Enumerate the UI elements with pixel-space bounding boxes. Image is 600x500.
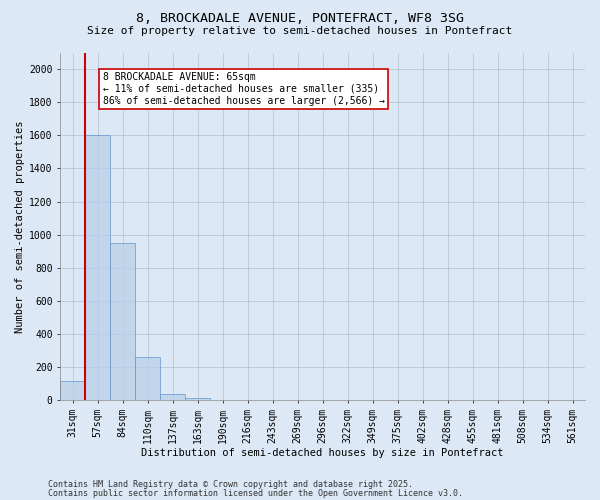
Bar (135, 358, 160, 401)
Text: Contains HM Land Registry data © Crown copyright and database right 2025.: Contains HM Land Registry data © Crown c… (48, 480, 413, 489)
Bar (61, 382, 85, 400)
Text: 8 BROCKADALE AVENUE: 65sqm
← 11% of semi-detached houses are smaller (335)
86% o: 8 BROCKADALE AVENUE: 65sqm ← 11% of semi… (103, 72, 385, 106)
Bar (160, 394, 185, 400)
Y-axis label: Number of semi-detached properties: Number of semi-detached properties (15, 120, 25, 332)
Text: Contains public sector information licensed under the Open Government Licence v3: Contains public sector information licen… (48, 488, 463, 498)
Text: 8, BROCKADALE AVENUE, PONTEFRACT, WF8 3SG: 8, BROCKADALE AVENUE, PONTEFRACT, WF8 3S… (136, 12, 464, 26)
Text: Size of property relative to semi-detached houses in Pontefract: Size of property relative to semi-detach… (88, 26, 512, 36)
Bar (110, 243, 135, 400)
Bar (85, 136, 110, 400)
Bar (185, 398, 210, 400)
X-axis label: Distribution of semi-detached houses by size in Pontefract: Distribution of semi-detached houses by … (142, 448, 504, 458)
